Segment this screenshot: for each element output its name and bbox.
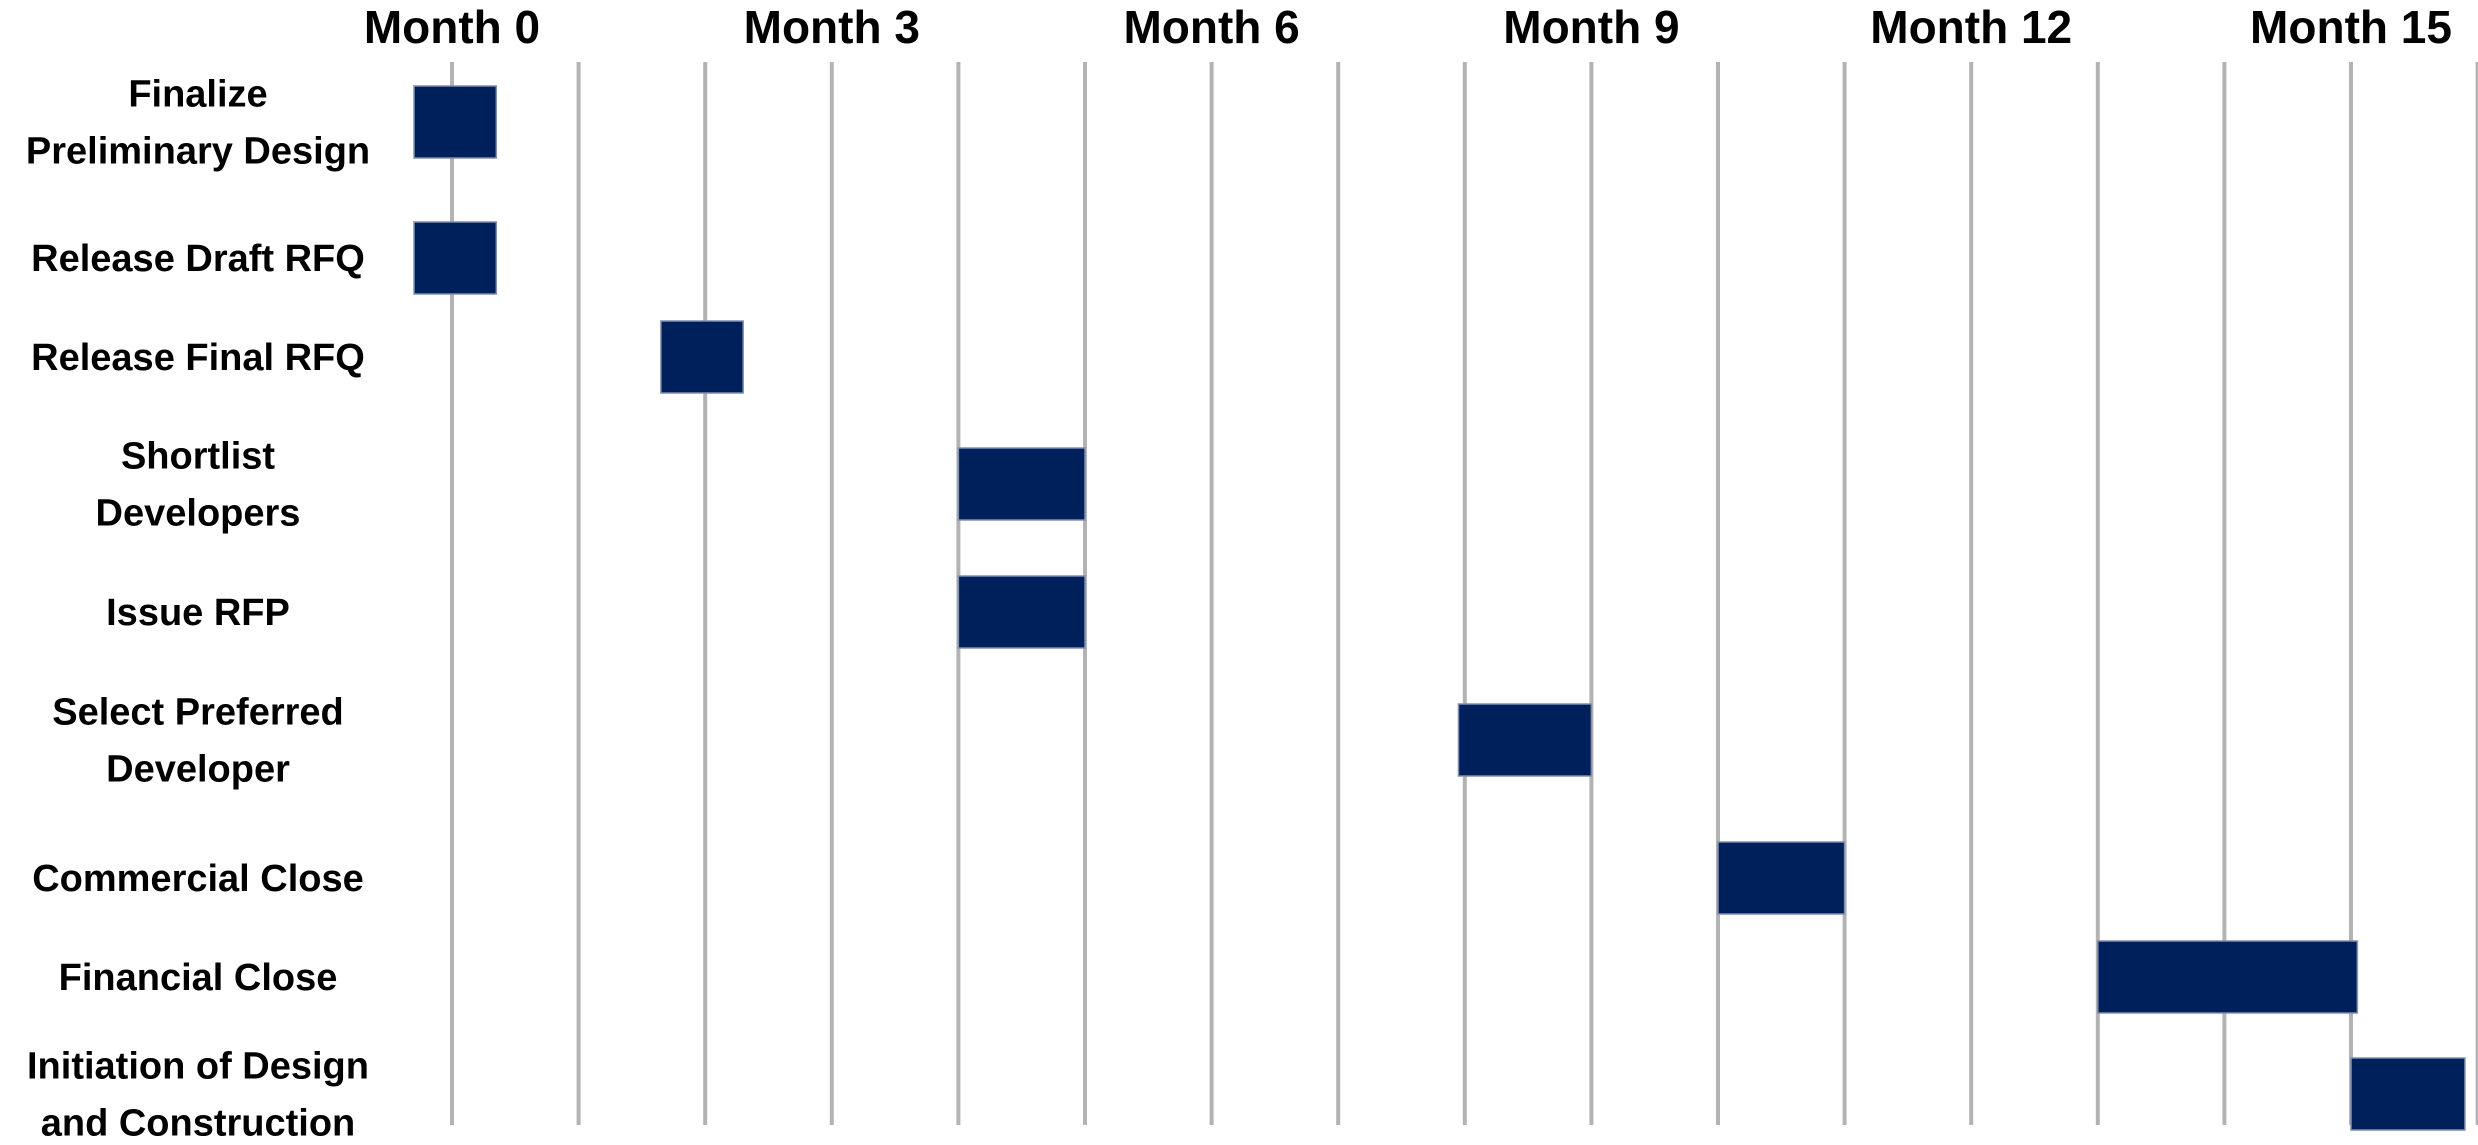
task-label: and Construction: [41, 1103, 356, 1145]
task-bar: [2097, 940, 2359, 1014]
task-label: Release Draft RFQ: [31, 238, 365, 280]
task-label: Release Final RFQ: [31, 337, 365, 379]
task-label: Financial Close: [59, 957, 338, 999]
task-label: Select Preferred: [52, 692, 344, 734]
task-bar: [957, 575, 1086, 649]
task-label: Commercial Close: [32, 858, 364, 900]
task-label: Shortlist: [121, 436, 275, 478]
task-bar: [2350, 1057, 2466, 1131]
task-bar: [413, 221, 498, 295]
task-label: Developer: [106, 749, 290, 791]
x-tick-label: Month 12: [1870, 1, 2072, 53]
task-label: Preliminary Design: [26, 131, 370, 173]
x-axis-tick-labels: Month 0 Month 3 Month 6 Month 9 Month 12 Mont…: [364, 1, 2452, 53]
task-bar: [413, 85, 498, 159]
x-tick-label: Month 0: [364, 1, 540, 53]
x-tick-label: Month 15: [2250, 1, 2452, 53]
task-label: Initiation of Design: [27, 1046, 369, 1088]
task-label: Finalize: [128, 74, 267, 116]
x-tick-label: Month 9: [1503, 1, 1679, 53]
task-bar: [660, 320, 744, 394]
task-bar: [1717, 841, 1846, 915]
x-tick-label: Month 6: [1123, 1, 1299, 53]
task-bars: [413, 85, 2466, 1131]
task-bar: [1457, 703, 1593, 777]
task-label: Developers: [96, 493, 301, 535]
task-label: Issue RFP: [106, 592, 290, 634]
task-labels: Finalize Preliminary Design Release Draft …: [26, 74, 370, 1145]
x-tick-label: Month 3: [744, 1, 920, 53]
task-bar: [957, 447, 1086, 521]
